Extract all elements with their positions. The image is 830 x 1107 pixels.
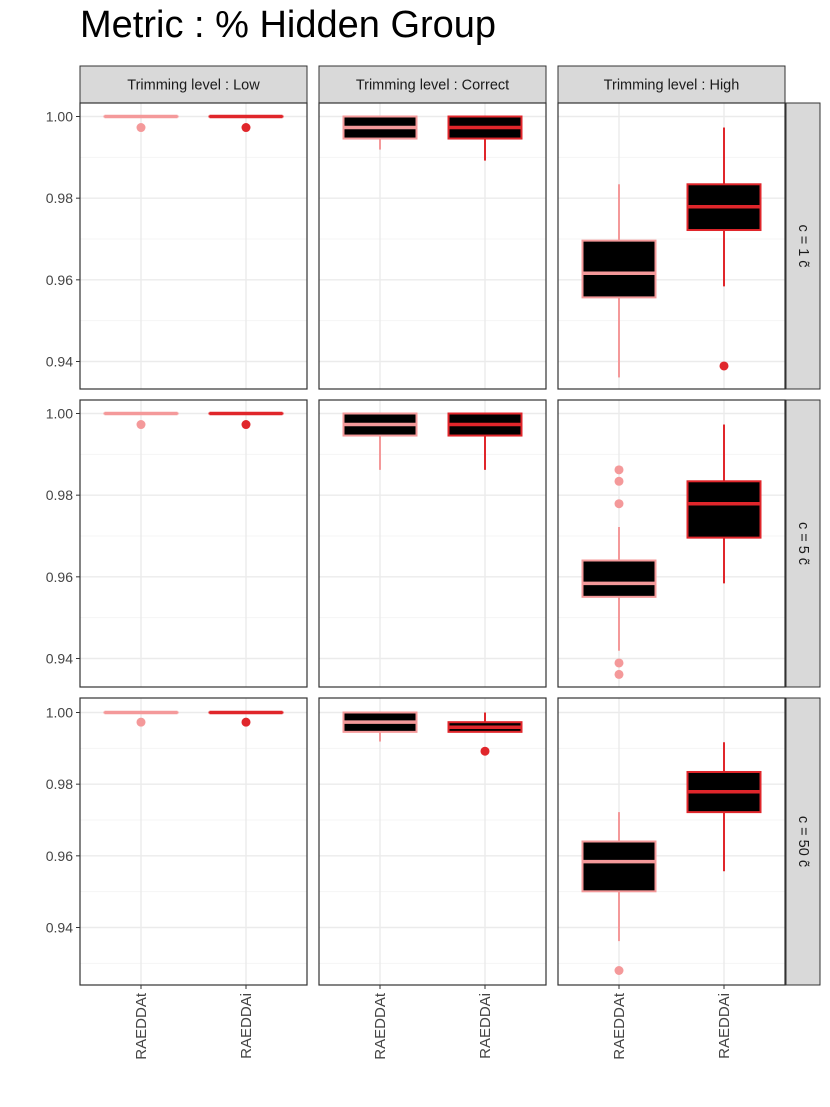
y-tick-label: 0.96: [46, 569, 73, 585]
row-strip-label: c = 5 c̃: [795, 522, 811, 565]
box: [581, 840, 657, 893]
boxplot-RAEDDAt: [581, 184, 657, 378]
panel-background: [319, 698, 546, 985]
panel-border: [557, 697, 786, 986]
row-strip: [785, 399, 821, 688]
boxplot-RAEDDAt: [342, 115, 418, 150]
boxplot-RAEDDAi: [208, 710, 284, 727]
boxplot-RAEDDAt: [581, 465, 657, 679]
box: [686, 480, 762, 539]
y-tick-label: 1.00: [46, 406, 73, 422]
panel-background: [319, 103, 546, 389]
column-strip: [318, 65, 547, 104]
y-tick-label: 0.96: [46, 272, 73, 288]
panel-border: [79, 102, 308, 390]
panel-background: [319, 400, 546, 687]
box: [581, 559, 657, 598]
y-tick-label: 0.98: [46, 190, 73, 206]
boxplot-RAEDDAi: [208, 411, 284, 430]
outlier-point: [614, 658, 624, 668]
column-strip-label: Trimming level : Correct: [356, 78, 509, 94]
panel-background: [80, 400, 307, 687]
panel-border: [318, 697, 547, 986]
outlier-point: [136, 123, 146, 133]
boxplot-RAEDDAt: [581, 812, 657, 975]
y-tick-label: 1.00: [46, 109, 73, 125]
boxplot-RAEDDAi: [208, 114, 284, 133]
panel-border: [557, 399, 786, 688]
panel-border: [79, 399, 308, 688]
outlier-point: [480, 746, 490, 756]
box: [581, 239, 657, 299]
panel-border: [79, 697, 308, 986]
boxplot-RAEDDAi: [686, 127, 762, 371]
outlier-point: [719, 361, 729, 371]
panel-background: [80, 698, 307, 985]
y-tick-label: 0.94: [46, 920, 73, 936]
outlier-point: [614, 476, 624, 486]
y-tick-label: 0.96: [46, 848, 73, 864]
boxplot-RAEDDAt: [103, 411, 179, 430]
outlier-point: [241, 123, 251, 133]
row-strip: [785, 697, 821, 986]
outlier-point: [614, 966, 624, 975]
row-strip-label: c = 50 c̃: [795, 816, 811, 867]
y-tick-label: 0.94: [46, 651, 73, 667]
x-tick-label: RAEDDAt: [611, 992, 628, 1060]
boxplot-RAEDDAt: [103, 114, 179, 133]
outlier-point: [241, 420, 251, 430]
panel-border: [318, 102, 547, 390]
x-tick-label: RAEDDAt: [372, 992, 389, 1060]
boxplot-RAEDDAt: [342, 412, 418, 470]
y-tick-label: 0.94: [46, 354, 73, 370]
y-tick-label: 0.98: [46, 487, 73, 503]
y-tick-label: 1.00: [46, 705, 73, 721]
outlier-point: [614, 499, 624, 509]
y-tick-label: 0.98: [46, 776, 73, 792]
boxplot-RAEDDAi: [686, 742, 762, 872]
column-strip: [79, 65, 308, 104]
boxplot-RAEDDAi: [447, 412, 523, 470]
outlier-point: [136, 420, 146, 430]
row-strip: [785, 102, 821, 390]
x-tick-label: RAEDDAt: [133, 992, 150, 1060]
boxplot-RAEDDAt: [103, 710, 179, 727]
row-strip-label: c = 1 c̃: [795, 224, 811, 267]
outlier-point: [614, 669, 624, 679]
boxplot-RAEDDAt: [342, 711, 418, 742]
column-strip-label: Trimming level : Low: [127, 78, 260, 94]
outlier-point: [136, 717, 146, 727]
outlier-point: [614, 465, 624, 475]
x-tick-label: RAEDDAi: [716, 993, 733, 1059]
x-tick-label: RAEDDAi: [477, 993, 494, 1059]
outlier-point: [241, 717, 251, 727]
chart-title: Metric : % Hidden Group: [80, 4, 497, 46]
column-strip: [557, 65, 786, 104]
boxplot-RAEDDAi: [447, 712, 523, 756]
boxplot-RAEDDAi: [686, 424, 762, 584]
panel-border: [557, 102, 786, 390]
panel-background: [558, 400, 785, 687]
x-tick-label: RAEDDAi: [238, 993, 255, 1059]
boxplot-RAEDDAi: [447, 115, 523, 161]
panel-border: [318, 399, 547, 688]
column-strip-label: Trimming level : High: [604, 78, 740, 94]
panel-background: [80, 103, 307, 389]
